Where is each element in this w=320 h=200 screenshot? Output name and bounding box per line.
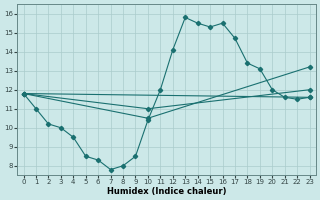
X-axis label: Humidex (Indice chaleur): Humidex (Indice chaleur) <box>107 187 226 196</box>
